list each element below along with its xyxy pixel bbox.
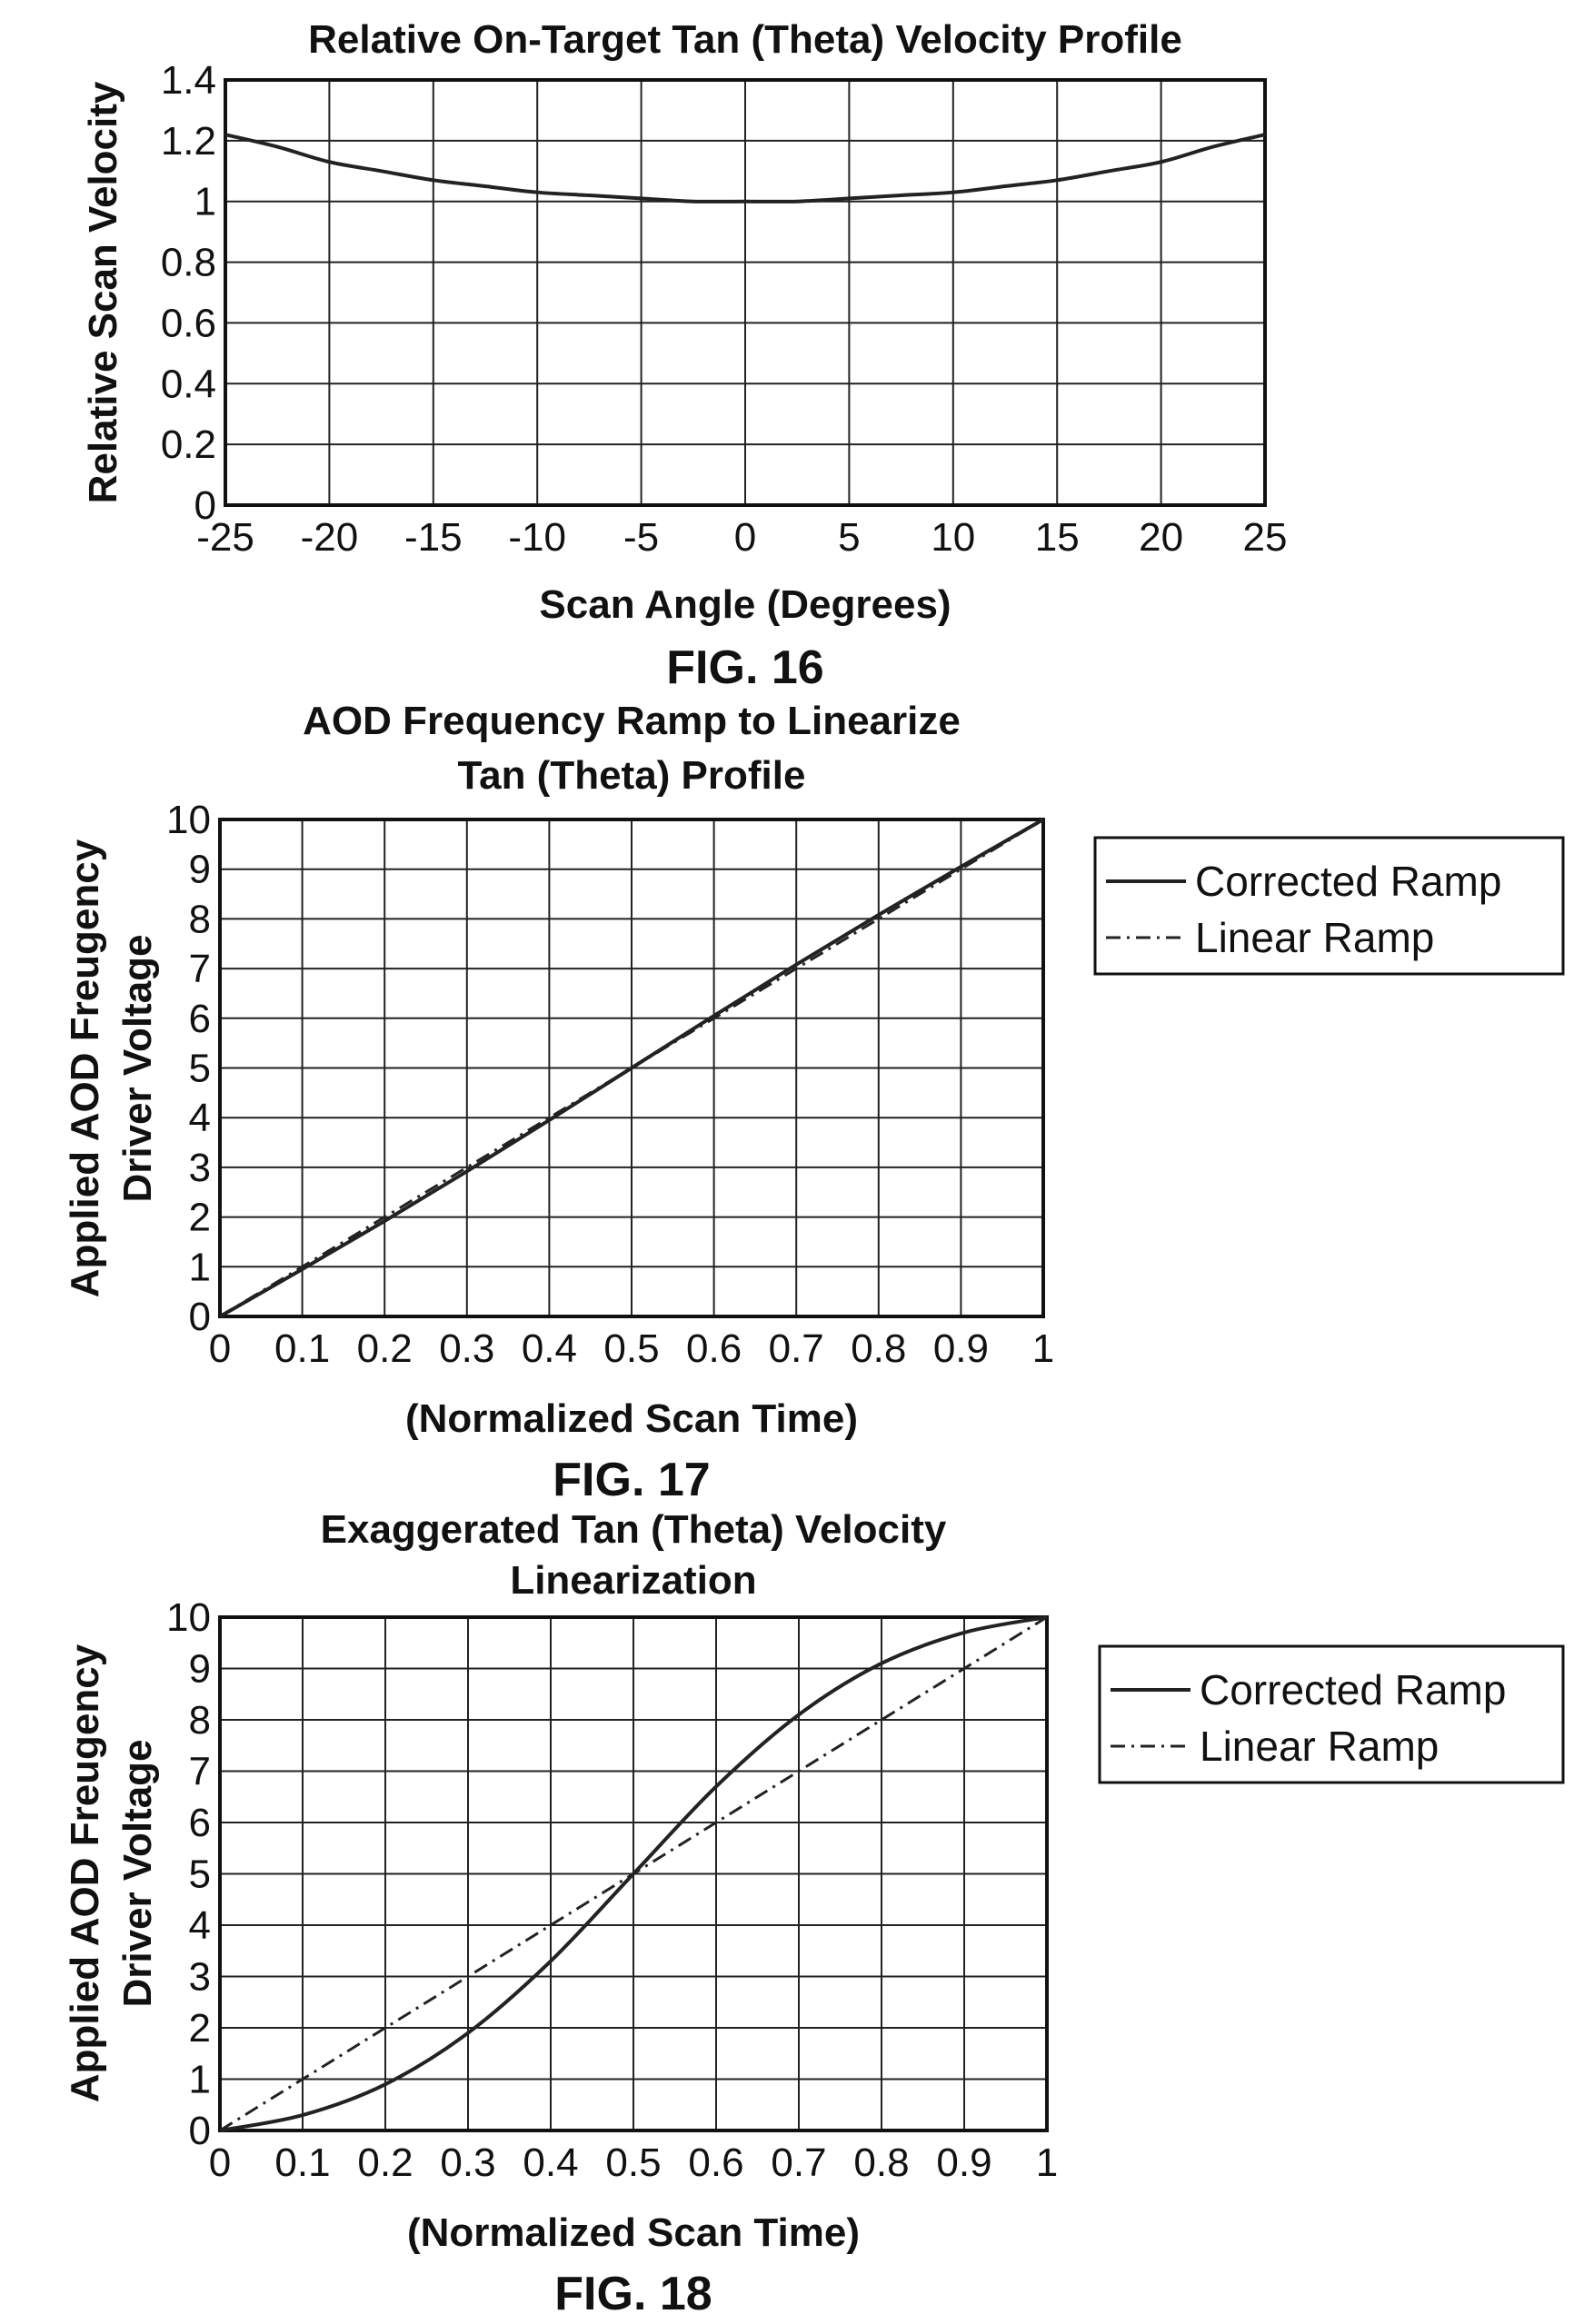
y-tick-label: 9 bbox=[189, 1647, 211, 1692]
x-tick-label: -10 bbox=[508, 515, 566, 560]
figure-label: FIG. 18 bbox=[554, 2268, 712, 2320]
chart-2: AOD Frequency Ramp to Linearize Tan (Thet… bbox=[63, 699, 1565, 1506]
x-tick-label: 0.7 bbox=[771, 2140, 826, 2185]
plot-frame bbox=[224, 78, 1267, 507]
y-tick-label: 4 bbox=[189, 1096, 211, 1140]
x-tick-label: -15 bbox=[404, 515, 463, 560]
chart-3: Exaggerated Tan (Theta) Velocity Lineariz… bbox=[63, 1507, 1565, 2320]
x-tick-label: 15 bbox=[1035, 515, 1080, 560]
x-tick-label: 10 bbox=[931, 515, 975, 560]
y-tick-label: 1 bbox=[194, 180, 216, 224]
y-tick-label: 1.4 bbox=[161, 58, 216, 103]
y-tick-label: 7 bbox=[189, 1750, 211, 1794]
x-tick-label: 0.3 bbox=[440, 2140, 495, 2185]
y-tick-label: 8 bbox=[189, 1698, 211, 1743]
x-tick-label: 0.8 bbox=[853, 2140, 909, 2185]
y-tick-label: 0.2 bbox=[161, 422, 216, 467]
x-tick-label: 0.5 bbox=[605, 2140, 661, 2185]
y-tick-label: 8 bbox=[189, 897, 211, 941]
chart-1: Relative On-Target Tan (Theta) Velocity … bbox=[81, 17, 1287, 694]
x-tick-label: 0.6 bbox=[688, 2140, 743, 2185]
y-tick-label: 0.8 bbox=[161, 241, 216, 285]
legend-entry: Linear Ramp bbox=[1195, 914, 1434, 961]
chart-title-line-1: AOD Frequency Ramp to Linearize bbox=[303, 699, 961, 743]
x-tick-label: 5 bbox=[838, 515, 860, 560]
x-tick-label: 0.6 bbox=[686, 1326, 742, 1371]
y-tick-label: 7 bbox=[189, 947, 211, 991]
y-tick-label: 2 bbox=[189, 1196, 211, 1240]
y-tick-label: 9 bbox=[189, 848, 211, 892]
y-tick-label: 1.2 bbox=[161, 119, 216, 164]
y-tick-label: 10 bbox=[166, 798, 211, 842]
y-tick-label: 0.4 bbox=[161, 362, 216, 406]
x-tick-label: 1 bbox=[1036, 2140, 1058, 2185]
y-tick-label: 0.6 bbox=[161, 301, 216, 345]
legend-box bbox=[1098, 1644, 1565, 1784]
y-axis-label-line-1: Relative Scan Velocity bbox=[81, 81, 125, 503]
x-tick-label: -25 bbox=[196, 515, 254, 560]
x-tick-label: -20 bbox=[301, 515, 359, 560]
x-tick-label: 0.1 bbox=[274, 1326, 330, 1371]
x-tick-label: 1 bbox=[1032, 1326, 1054, 1371]
x-axis-label: (Normalized Scan Time) bbox=[405, 1396, 858, 1441]
y-tick-label: 2 bbox=[189, 2006, 211, 2051]
x-tick-label: -5 bbox=[623, 515, 659, 560]
x-tick-label: 0 bbox=[209, 2140, 231, 2185]
x-tick-label: 20 bbox=[1139, 515, 1183, 560]
x-tick-label: 0.5 bbox=[603, 1326, 659, 1371]
y-tick-label: 5 bbox=[189, 1852, 211, 1897]
x-tick-label: 0 bbox=[209, 1326, 231, 1371]
legend-entry: Corrected Ramp bbox=[1200, 1666, 1506, 1713]
x-tick-label: 0.2 bbox=[357, 1326, 413, 1371]
y-tick-label: 0 bbox=[194, 483, 216, 528]
x-tick-label: 0.1 bbox=[274, 2140, 330, 2185]
x-tick-label: 0 bbox=[734, 515, 756, 560]
y-tick-label: 10 bbox=[166, 1595, 211, 1640]
y-axis-label-line-1: Applied AOD Freugency bbox=[63, 839, 107, 1297]
x-axis-label: Scan Angle (Degrees) bbox=[539, 582, 951, 627]
series-line-linear-ramp bbox=[219, 818, 1044, 1318]
plot-frame bbox=[218, 1615, 1049, 2132]
legend: Corrected Ramp Linear Ramp bbox=[1093, 836, 1565, 976]
y-tick-label: 0 bbox=[189, 1295, 211, 1339]
chart-title-line-1: Exaggerated Tan (Theta) Velocity bbox=[321, 1507, 947, 1552]
y-tick-label: 1 bbox=[189, 2058, 211, 2102]
y-axis-label-line-1: Applied AOD Freugency bbox=[63, 1644, 107, 2102]
x-axis-label: (Normalized Scan Time) bbox=[407, 2210, 860, 2255]
x-tick-label: 0.4 bbox=[522, 1326, 577, 1371]
x-tick-label: 25 bbox=[1243, 515, 1288, 560]
figure-label: FIG. 17 bbox=[553, 1454, 710, 1506]
y-tick-label: 3 bbox=[189, 1955, 211, 2000]
chart-title-line-1: Relative On-Target Tan (Theta) Velocity … bbox=[308, 17, 1182, 62]
y-tick-label: 6 bbox=[189, 997, 211, 1041]
series-line-1 bbox=[224, 133, 1266, 204]
x-tick-label: 0.4 bbox=[523, 2140, 578, 2185]
legend-entry: Linear Ramp bbox=[1200, 1723, 1439, 1770]
y-tick-label: 6 bbox=[189, 1801, 211, 1845]
y-tick-label: 3 bbox=[189, 1146, 211, 1190]
x-tick-label: 0.3 bbox=[439, 1326, 494, 1371]
y-tick-label: 1 bbox=[189, 1245, 211, 1289]
y-axis-label-line-2: Driver Voltage bbox=[115, 1739, 160, 2007]
y-tick-label: 0 bbox=[189, 2109, 211, 2153]
plot-frame bbox=[218, 818, 1045, 1318]
series-line-linear-ramp bbox=[219, 1615, 1048, 2132]
y-tick-label: 4 bbox=[189, 1903, 211, 1948]
legend-entry: Corrected Ramp bbox=[1195, 858, 1501, 905]
y-tick-label: 5 bbox=[189, 1047, 211, 1091]
x-tick-label: 0.9 bbox=[933, 1326, 989, 1371]
figure-label: FIG. 16 bbox=[666, 641, 823, 694]
chart-title-line-2: Linearization bbox=[510, 1558, 756, 1603]
x-tick-label: 0.9 bbox=[936, 2140, 991, 2185]
chart-title-line-2: Tan (Theta) Profile bbox=[458, 753, 806, 798]
legend: Corrected Ramp Linear Ramp bbox=[1098, 1644, 1565, 1784]
x-tick-label: 0.7 bbox=[769, 1326, 824, 1371]
x-tick-label: 0.2 bbox=[357, 2140, 413, 2185]
legend-box bbox=[1093, 836, 1565, 976]
x-tick-label: 0.8 bbox=[851, 1326, 906, 1371]
y-axis-label-line-2: Driver Voltage bbox=[115, 934, 160, 1202]
